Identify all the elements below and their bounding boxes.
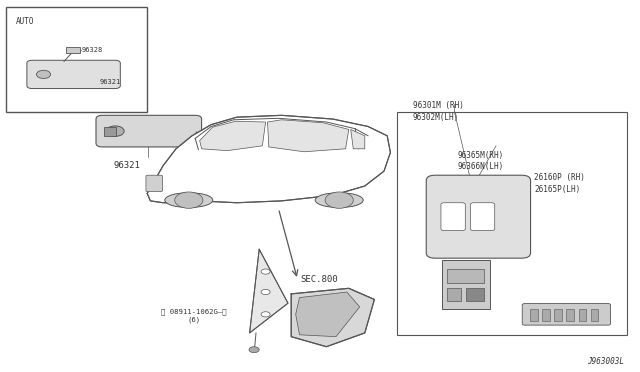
Polygon shape (351, 129, 365, 149)
Circle shape (325, 192, 353, 208)
Bar (66, 46, 80, 53)
Text: 26160P (RH)
26165P(LH): 26160P (RH) 26165P(LH) (534, 173, 585, 194)
Polygon shape (147, 115, 390, 203)
Bar (566, 309, 574, 321)
Bar (447, 269, 484, 283)
Text: 96365M(RH)
96366N(LH): 96365M(RH) 96366N(LH) (458, 151, 504, 171)
FancyBboxPatch shape (146, 175, 163, 192)
Circle shape (249, 347, 259, 353)
Text: 96328: 96328 (82, 47, 103, 53)
Bar (554, 309, 562, 321)
Bar (6, 7, 147, 112)
Polygon shape (291, 288, 374, 347)
Bar (104, 127, 116, 136)
Bar (591, 309, 598, 321)
Ellipse shape (316, 193, 364, 208)
Text: SEC.800: SEC.800 (301, 275, 339, 284)
FancyBboxPatch shape (470, 203, 495, 231)
Polygon shape (296, 292, 360, 337)
FancyBboxPatch shape (522, 304, 611, 325)
Circle shape (261, 269, 270, 274)
FancyBboxPatch shape (441, 203, 465, 231)
FancyBboxPatch shape (27, 60, 120, 89)
Text: 96301M (RH)
96302M(LH): 96301M (RH) 96302M(LH) (413, 101, 463, 122)
Circle shape (261, 289, 270, 295)
Bar (530, 309, 538, 321)
Bar (466, 288, 484, 301)
Text: ① 08911-1062G—①
(6): ① 08911-1062G—① (6) (161, 309, 227, 323)
Ellipse shape (165, 193, 212, 208)
Polygon shape (200, 121, 266, 151)
Bar (397, 112, 627, 335)
Circle shape (36, 70, 51, 78)
Text: 96321: 96321 (99, 79, 120, 85)
Circle shape (106, 126, 124, 137)
Polygon shape (250, 249, 288, 333)
Bar (579, 309, 586, 321)
Text: 96321: 96321 (114, 161, 141, 170)
Bar (542, 309, 550, 321)
Bar (447, 288, 461, 301)
FancyBboxPatch shape (96, 115, 202, 147)
Text: AUTO: AUTO (16, 17, 35, 26)
Bar (442, 260, 490, 309)
Text: J963003L: J963003L (587, 357, 624, 366)
Circle shape (261, 312, 270, 317)
Circle shape (175, 192, 203, 208)
Polygon shape (268, 120, 349, 152)
FancyBboxPatch shape (426, 175, 531, 258)
